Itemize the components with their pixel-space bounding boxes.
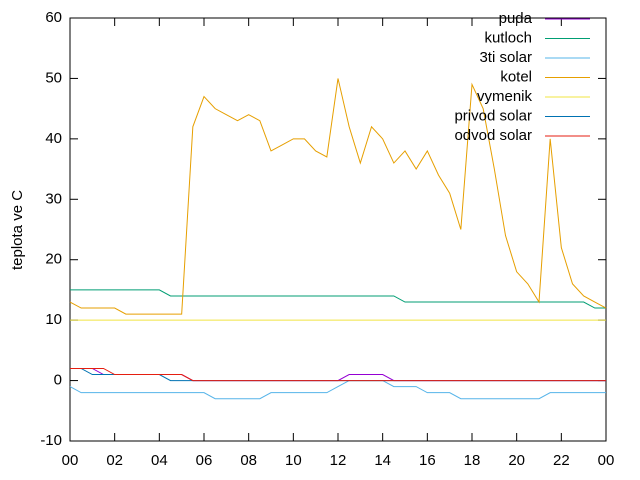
legend-label: vymenik xyxy=(477,88,533,105)
x-tick-label: 12 xyxy=(330,452,347,469)
series-line xyxy=(70,367,606,382)
legend-label: 3ti solar xyxy=(479,49,532,66)
legend-label: odvod solar xyxy=(454,127,532,144)
y-axis-label: teplota ve C xyxy=(9,190,26,270)
y-tick-label: 30 xyxy=(45,190,62,207)
plot-frame xyxy=(69,17,607,442)
x-tick-label: 00 xyxy=(598,452,615,469)
series-line xyxy=(69,78,607,315)
x-tick-label: 14 xyxy=(374,452,391,469)
x-tick-label: 02 xyxy=(106,452,123,469)
legend-label: kotel xyxy=(500,68,532,85)
x-tick-label: 00 xyxy=(62,452,79,469)
y-tick-label: 40 xyxy=(45,130,62,147)
x-tick-label: 22 xyxy=(553,452,570,469)
y-tick-label: 10 xyxy=(45,311,62,328)
y-tick-label: 60 xyxy=(45,9,62,26)
series-line xyxy=(69,380,606,400)
x-tick-label: 04 xyxy=(151,452,168,469)
x-tick-label: 08 xyxy=(240,452,257,469)
y-tick-label: 50 xyxy=(45,69,62,86)
x-tick-label: 18 xyxy=(464,452,481,469)
x-tick-label: 10 xyxy=(285,452,302,469)
x-tick-label: 16 xyxy=(419,452,436,469)
legend-label: puda xyxy=(499,10,533,27)
y-tick-label: 20 xyxy=(45,251,62,268)
legend-label: kutloch xyxy=(484,29,532,46)
series-line xyxy=(70,289,606,309)
x-tick-label: 06 xyxy=(196,452,213,469)
x-tick-label: 20 xyxy=(508,452,525,469)
y-tick-label: 0 xyxy=(54,372,62,389)
legend-label: privod solar xyxy=(454,107,532,124)
y-tick-label: -10 xyxy=(40,432,62,449)
